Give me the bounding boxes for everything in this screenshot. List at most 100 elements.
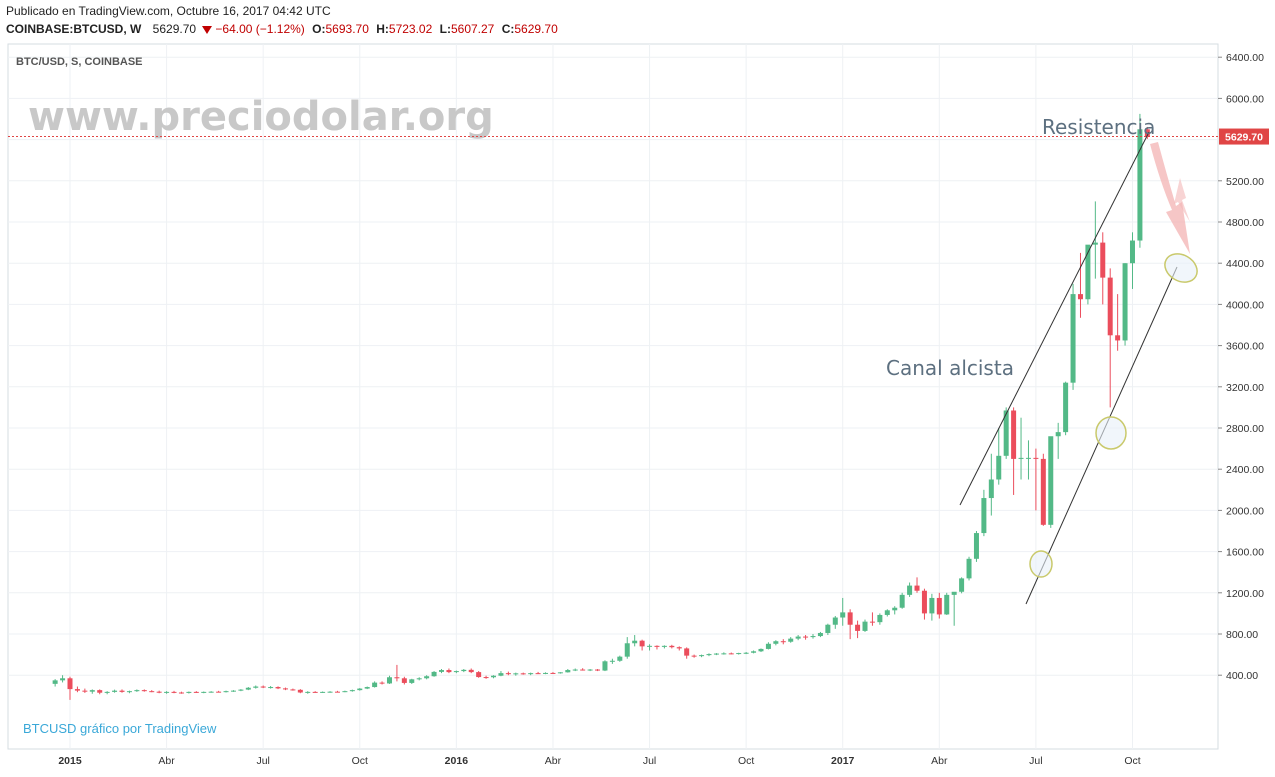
candle-body bbox=[349, 690, 355, 692]
candle bbox=[602, 660, 608, 672]
open-label: O: bbox=[312, 22, 326, 36]
x-tick-label: Abr bbox=[545, 755, 562, 767]
candle-body bbox=[884, 610, 890, 615]
candle-body bbox=[253, 686, 259, 688]
candle-body bbox=[282, 688, 288, 690]
candle bbox=[1055, 422, 1061, 459]
candle bbox=[260, 685, 266, 689]
candle-body bbox=[892, 607, 898, 611]
candle bbox=[587, 669, 593, 672]
candle-body bbox=[1070, 294, 1076, 383]
candle-body bbox=[149, 691, 155, 693]
candle-body bbox=[238, 689, 244, 691]
price-chart[interactable]: www.preciodolar.org BTC/USD, S, COINBASE… bbox=[0, 42, 1275, 777]
candle bbox=[1025, 440, 1031, 480]
resistance-label: Resistencia bbox=[1042, 115, 1155, 139]
candle-body bbox=[743, 652, 749, 654]
candle bbox=[386, 675, 392, 684]
candle bbox=[1115, 294, 1121, 351]
candle-body bbox=[186, 691, 192, 693]
candle bbox=[780, 639, 786, 645]
candle-body bbox=[899, 594, 905, 608]
candle-body bbox=[171, 691, 177, 693]
candle bbox=[216, 690, 222, 693]
candle bbox=[810, 634, 816, 639]
y-tick-label: 2800.00 bbox=[1226, 423, 1264, 435]
y-tick-label: 1600.00 bbox=[1226, 547, 1264, 559]
candle bbox=[706, 653, 712, 657]
candle bbox=[439, 669, 444, 674]
candle-body bbox=[260, 686, 266, 688]
candle-body bbox=[1122, 263, 1128, 341]
candle bbox=[1040, 453, 1046, 526]
candle bbox=[951, 591, 957, 626]
candle bbox=[290, 688, 296, 691]
candle bbox=[929, 593, 935, 621]
candle-body bbox=[164, 691, 170, 693]
candle-body bbox=[223, 691, 229, 693]
candle bbox=[104, 691, 110, 695]
candle-body bbox=[394, 677, 400, 679]
candle bbox=[357, 688, 363, 691]
candle bbox=[892, 606, 898, 615]
candle bbox=[327, 691, 333, 693]
candle-body bbox=[334, 691, 340, 693]
candle-body bbox=[966, 558, 972, 579]
candle-body bbox=[788, 638, 794, 642]
symbol-label[interactable]: COINBASE:BTCUSD, W bbox=[6, 22, 142, 36]
candle-body bbox=[491, 675, 497, 678]
price-tag: 5629.70 bbox=[1219, 128, 1269, 145]
candle bbox=[609, 658, 615, 664]
candle bbox=[513, 672, 519, 676]
candle-body bbox=[706, 654, 712, 656]
candle-body bbox=[550, 672, 556, 674]
candle bbox=[1048, 436, 1054, 528]
candle-body bbox=[1100, 242, 1106, 278]
candle bbox=[505, 671, 511, 676]
candle-body bbox=[780, 641, 786, 643]
candle bbox=[208, 691, 214, 693]
candle-body bbox=[461, 669, 467, 672]
x-tick-label: Jul bbox=[1029, 755, 1042, 767]
x-tick-label: Jul bbox=[643, 755, 656, 767]
candle-body bbox=[268, 687, 274, 689]
candle-body bbox=[483, 677, 489, 679]
candle-body bbox=[216, 691, 222, 693]
candle-body bbox=[1129, 240, 1135, 264]
price-axis[interactable]: 400.00 800.00 1200.00 1600.00 2000.00 2400.00… bbox=[1218, 42, 1264, 682]
candle bbox=[119, 689, 125, 693]
time-axis[interactable]: 2015 Abr Jul Oct 2016 Abr Jul Oct 2017 Abr Jul Oct bbox=[58, 755, 1140, 767]
channel-drawing bbox=[959, 131, 1198, 605]
candle bbox=[617, 655, 623, 662]
candle-body bbox=[245, 687, 251, 690]
y-tick-label: 1200.00 bbox=[1226, 588, 1264, 600]
y-tick-label: 2000.00 bbox=[1226, 505, 1264, 517]
candle-body bbox=[134, 690, 140, 692]
candle bbox=[988, 453, 994, 516]
candle bbox=[483, 675, 489, 679]
candle bbox=[498, 671, 504, 677]
candle bbox=[721, 652, 727, 655]
candle-body bbox=[453, 671, 459, 673]
candle-body bbox=[208, 691, 214, 693]
candle-body bbox=[921, 590, 927, 614]
candle-body bbox=[1025, 457, 1031, 459]
candle-body bbox=[847, 612, 853, 625]
x-tick-label: 2017 bbox=[831, 755, 855, 767]
candle bbox=[699, 654, 705, 658]
candle-body bbox=[691, 655, 697, 657]
down-projection-arrow-icon bbox=[1150, 142, 1190, 254]
candle bbox=[973, 531, 979, 562]
candle-body bbox=[840, 612, 846, 618]
candle-body bbox=[439, 670, 444, 672]
target-circle bbox=[1164, 253, 1198, 283]
candle-body bbox=[1018, 457, 1024, 459]
candle-body bbox=[290, 689, 296, 691]
candle bbox=[297, 689, 303, 694]
candle bbox=[178, 691, 184, 694]
candle-body bbox=[446, 670, 452, 673]
candle bbox=[446, 668, 452, 674]
low-value: 5607.27 bbox=[450, 22, 495, 36]
candle-body bbox=[565, 670, 571, 673]
tradingview-credit[interactable]: BTCUSD gráfico por TradingView bbox=[23, 721, 217, 736]
